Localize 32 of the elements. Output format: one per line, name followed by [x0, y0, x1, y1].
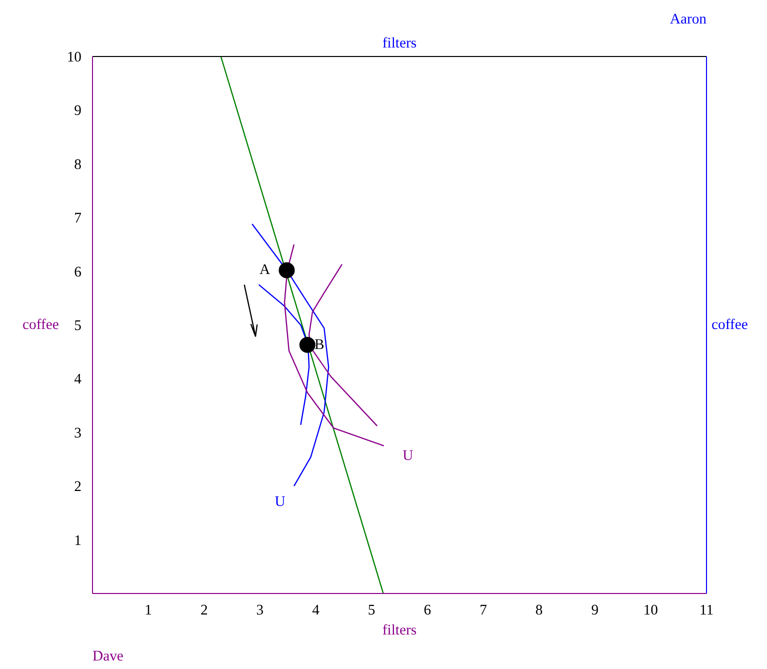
annotation: B: [314, 336, 325, 353]
x-tick-label: 1: [144, 602, 152, 618]
y-tick-label: 7: [74, 210, 82, 227]
x-tick-label: 8: [535, 602, 543, 618]
y-tick-label: 8: [74, 156, 82, 173]
x-tick-label: 11: [699, 602, 714, 618]
x-axis-title: filters: [382, 622, 417, 638]
x2-axis-title: filters: [382, 36, 417, 52]
x-tick-label: 10: [643, 602, 658, 618]
text: Aaron: [670, 12, 708, 28]
annotation: U: [402, 448, 414, 464]
annotation: U: [274, 494, 286, 510]
x-tick-label: 5: [368, 602, 376, 618]
annotation: A: [259, 262, 270, 278]
y-tick-label: 2: [74, 479, 82, 496]
x-tick-label: 2: [200, 602, 208, 618]
x-tick-label: 9: [591, 602, 599, 618]
y-tick-label: 10: [66, 50, 82, 66]
x-tick-label: 4: [312, 602, 320, 618]
y-tick-label: 1: [74, 532, 82, 549]
y-tick-label: 4: [74, 372, 82, 388]
x-tick-label: 6: [424, 602, 432, 618]
y-tick-label: 3: [74, 425, 82, 442]
y-axis-title: coffee: [22, 317, 59, 333]
y-tick-label: 5: [74, 318, 82, 334]
y2-axis-title: coffee: [712, 317, 748, 333]
x-tick-label: 7: [480, 602, 487, 618]
y-tick-label: 9: [74, 103, 82, 120]
line-series: [252, 223, 330, 487]
x-tick-label: 3: [256, 602, 264, 618]
y-tick-label: 6: [74, 264, 82, 280]
text: Dave: [92, 648, 124, 664]
